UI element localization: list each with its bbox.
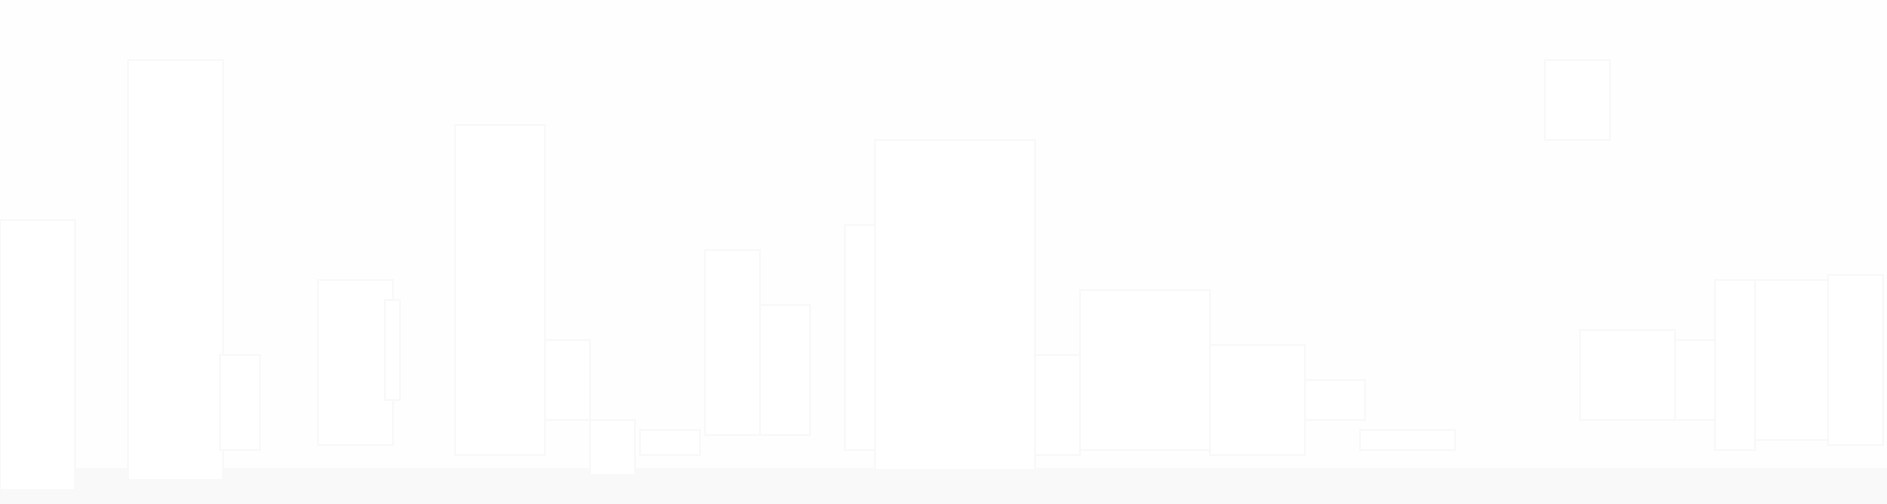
building-shape <box>384 299 401 401</box>
building-shape <box>454 124 546 456</box>
building-shape <box>589 419 636 476</box>
building-shape <box>1714 279 1756 451</box>
building-shape <box>1359 429 1456 451</box>
building-shape <box>639 429 701 456</box>
building-shape <box>1674 339 1716 421</box>
ground-shadow <box>0 468 1887 504</box>
building-shape <box>317 279 394 446</box>
building-shape <box>544 339 591 421</box>
building-shape <box>0 219 76 491</box>
building-shape <box>704 249 761 436</box>
building-shape <box>874 139 1036 471</box>
building-shape <box>759 304 811 436</box>
building-shape <box>1579 329 1676 421</box>
building-shape <box>1034 354 1081 456</box>
building-shape <box>1304 379 1366 421</box>
building-shape <box>844 224 876 451</box>
building-shape <box>127 59 224 481</box>
building-shape <box>1827 274 1884 446</box>
building-shape <box>1209 344 1306 456</box>
building-shape <box>219 354 261 451</box>
building-shape <box>1079 289 1211 451</box>
building-shape <box>1544 59 1611 141</box>
